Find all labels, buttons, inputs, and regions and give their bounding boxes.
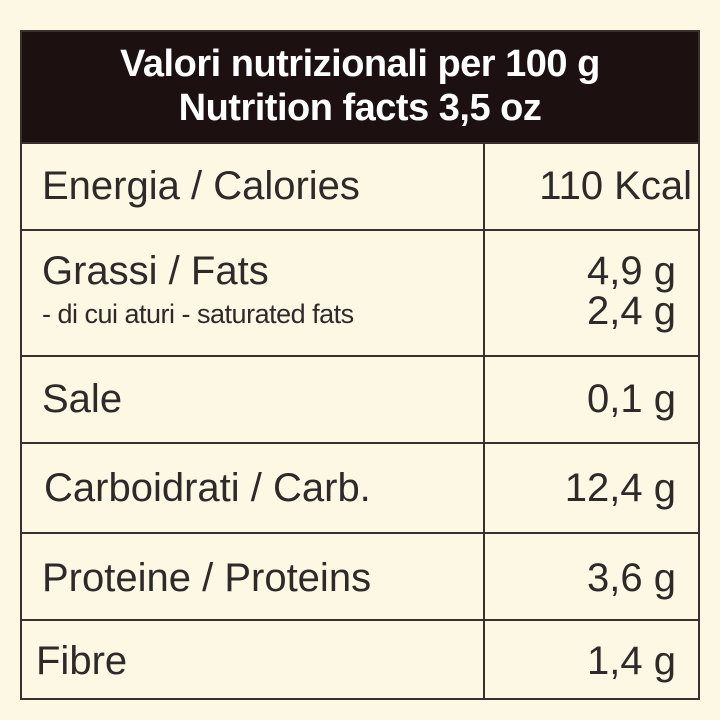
sub-value: 2,4 g <box>587 289 676 333</box>
value: 3,6 g <box>587 556 676 600</box>
label: Carboidrati / Carb. <box>44 466 371 510</box>
value: 4,9 g <box>587 249 676 293</box>
row: Grassi / Fats - di cui aturi - saturated… <box>22 229 698 355</box>
value: 1,4 g <box>587 639 676 683</box>
value: 12,4 g <box>564 466 676 510</box>
label: Fibre <box>36 639 128 683</box>
row: Proteine / Proteins 3,6 g <box>22 532 698 619</box>
row: Fibre 1,4 g <box>22 619 698 700</box>
row: Carboidrati / Carb. 12,4 g <box>22 442 698 532</box>
label: Proteine / Proteins <box>42 556 372 600</box>
header: Valori nutrizionali per 100 g Nutrition … <box>22 32 698 142</box>
label: Energia / Calories <box>42 164 360 208</box>
label: Sale <box>42 377 123 421</box>
nutrition-table: Valori nutrizionali per 100 g Nutrition … <box>20 30 700 700</box>
row: Sale 0,1 g <box>22 355 698 442</box>
title-line: Nutrition facts 3,5 oz <box>178 87 542 129</box>
row: Energia / Calories 110 Kcal <box>22 142 698 229</box>
value: 0,1 g <box>587 377 676 421</box>
value: 110 Kcal <box>539 164 692 208</box>
label: Grassi / Fats <box>42 249 269 293</box>
title-line: Valori nutrizionali per 100 g <box>120 43 600 85</box>
sub-label: - di cui aturi - saturated fats <box>42 299 354 329</box>
